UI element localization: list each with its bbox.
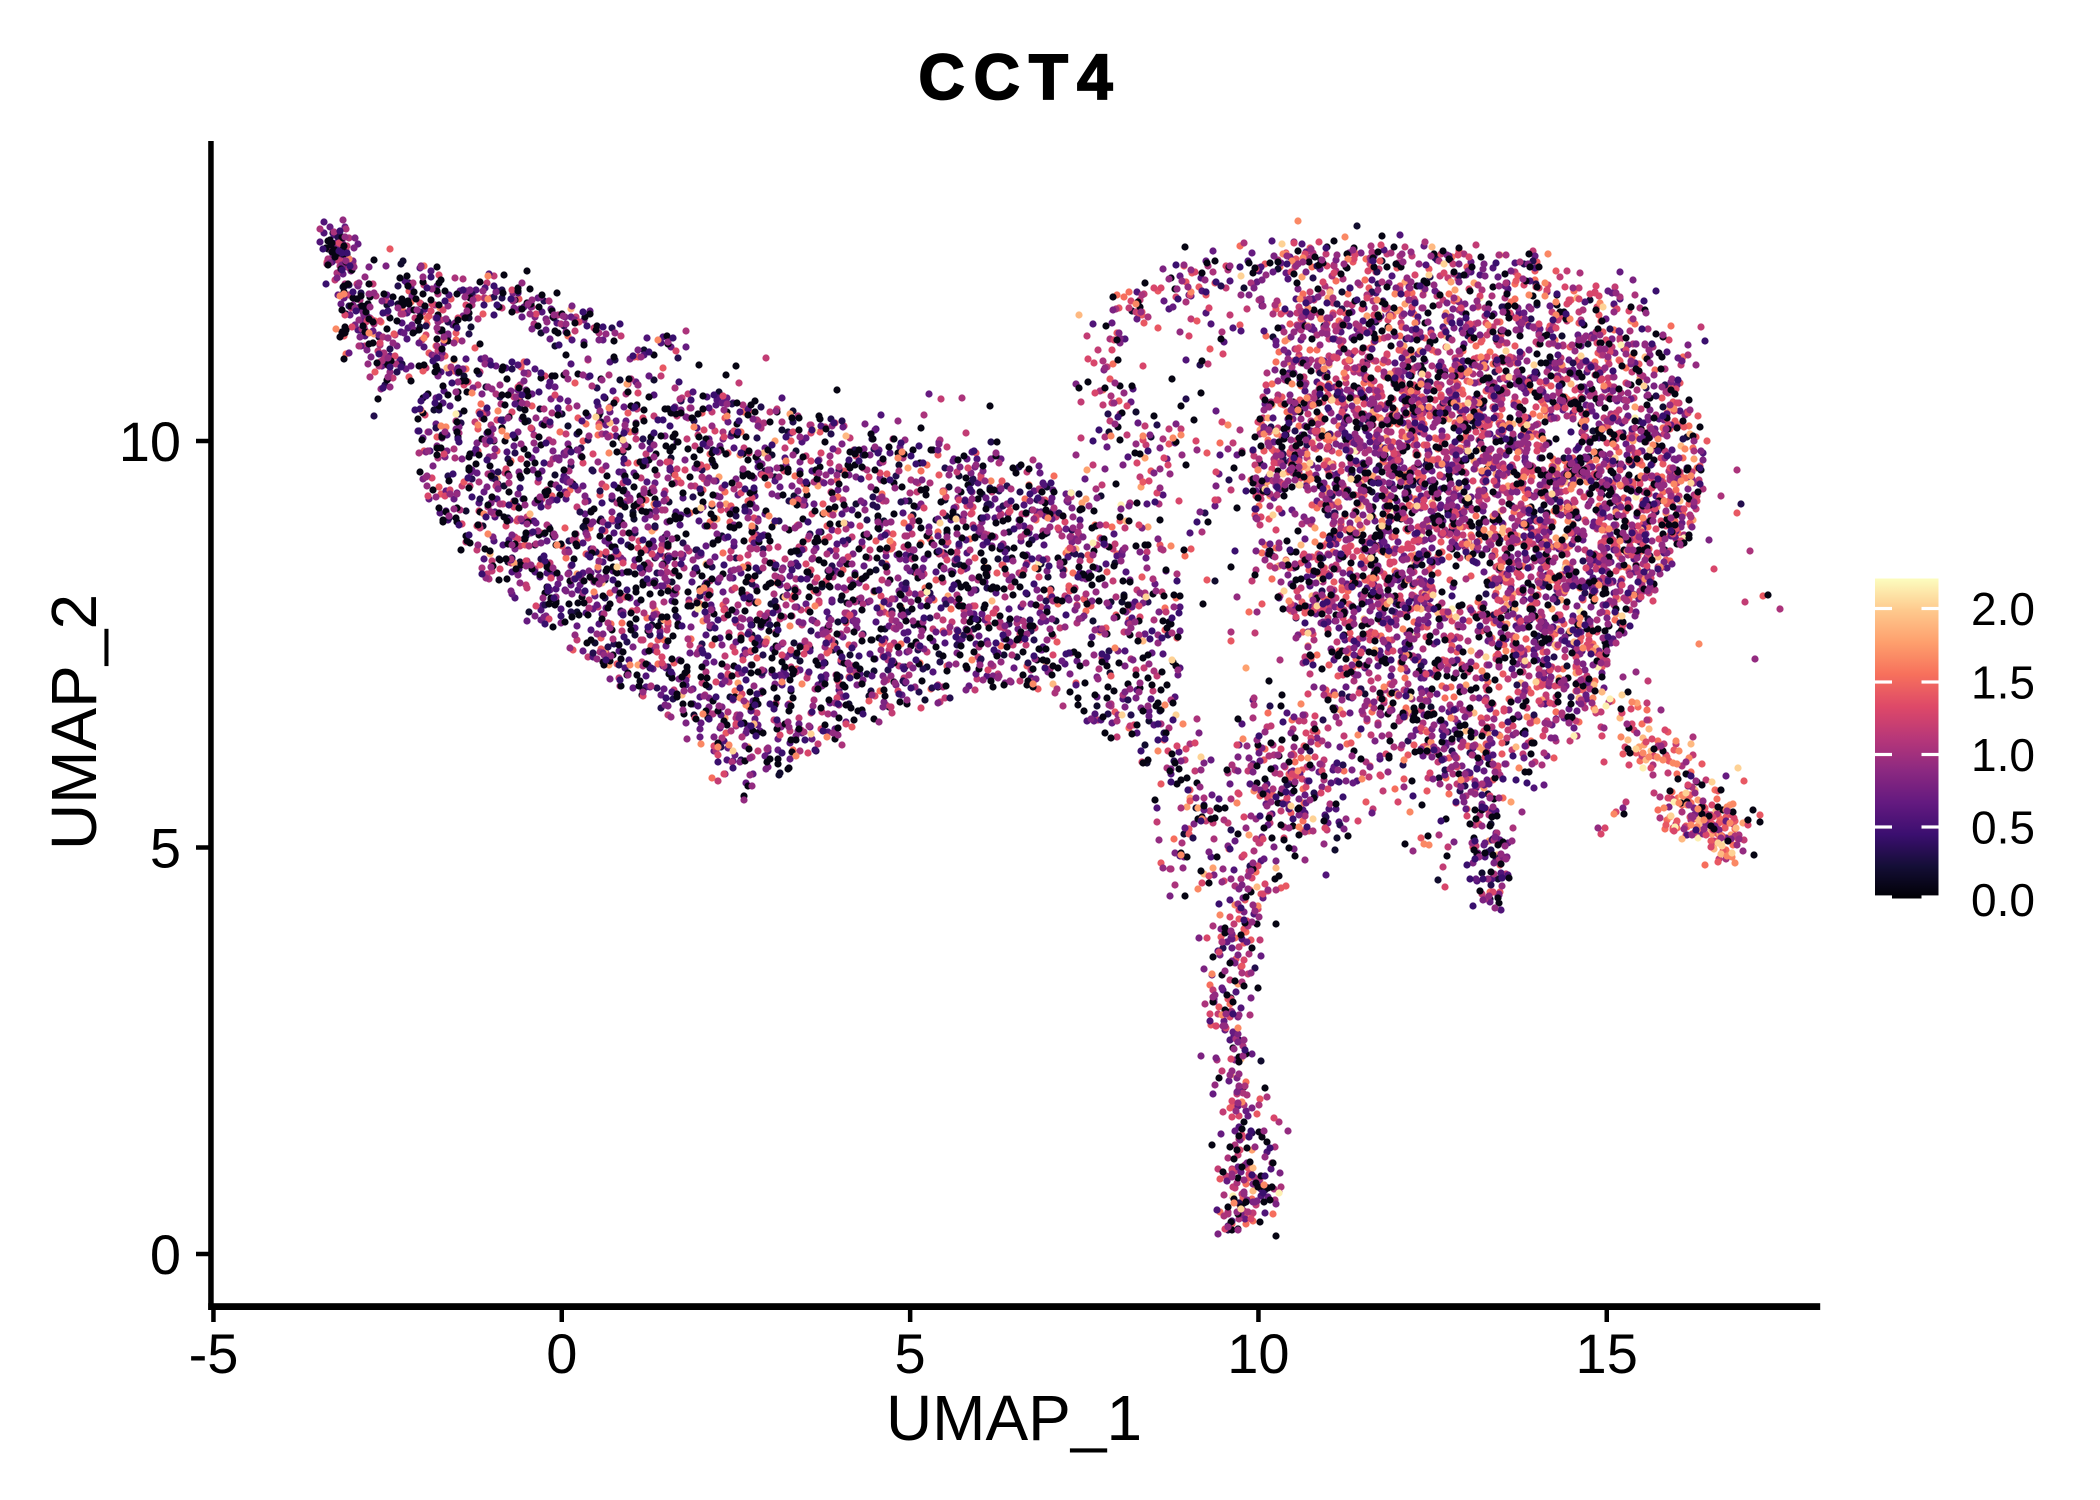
- svg-text:1.0: 1.0: [1971, 729, 2035, 781]
- svg-text:10: 10: [119, 410, 181, 473]
- svg-text:1.5: 1.5: [1971, 657, 2035, 709]
- svg-text:-5: -5: [189, 1322, 239, 1385]
- svg-text:0.0: 0.0: [1971, 874, 2035, 926]
- svg-text:5: 5: [150, 817, 181, 880]
- svg-text:0: 0: [546, 1322, 577, 1385]
- svg-text:15: 15: [1576, 1322, 1638, 1385]
- svg-text:5: 5: [895, 1322, 926, 1385]
- svg-text:0.5: 0.5: [1971, 802, 2035, 854]
- svg-text:0: 0: [150, 1223, 181, 1286]
- svg-text:UMAP_1: UMAP_1: [886, 1382, 1142, 1454]
- svg-text:UMAP_2: UMAP_2: [38, 594, 110, 850]
- svg-text:CCT4: CCT4: [918, 41, 1121, 113]
- svg-text:10: 10: [1227, 1322, 1289, 1385]
- svg-text:2.0: 2.0: [1971, 583, 2035, 635]
